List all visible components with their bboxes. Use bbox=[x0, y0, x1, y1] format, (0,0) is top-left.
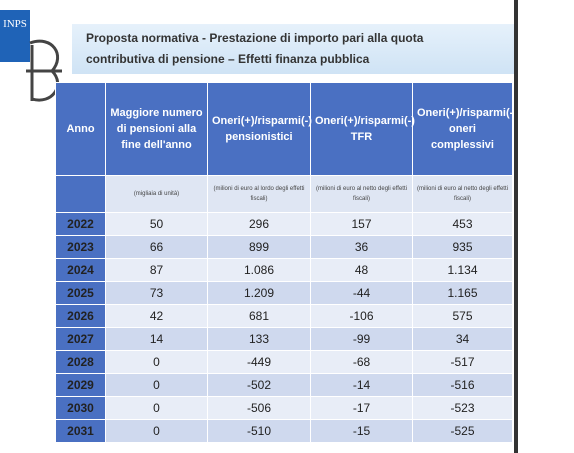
value-cell: -523 bbox=[412, 396, 513, 420]
value-cell: -15 bbox=[310, 419, 413, 443]
year-cell: 2031 bbox=[55, 419, 106, 443]
notes-cell bbox=[55, 175, 106, 213]
column-header: Oneri(+)/risparmi(-) pensionistici bbox=[207, 82, 312, 176]
value-cell: -14 bbox=[310, 373, 413, 397]
title-line: Proposta normativa - Prestazione di impo… bbox=[86, 31, 424, 45]
value-cell: 0 bbox=[105, 419, 208, 443]
data-row: 2022 50 296 157 453 bbox=[55, 212, 513, 236]
value-cell: -106 bbox=[310, 304, 413, 328]
value-cell: 42 bbox=[105, 304, 208, 328]
year-cell: 2029 bbox=[55, 373, 106, 397]
value-cell: 453 bbox=[412, 212, 513, 236]
header-row: Anno Maggiore numero di pensioni alla fin… bbox=[55, 82, 514, 176]
data-row: 2023 66 899 36 935 bbox=[55, 235, 513, 259]
value-cell: 133 bbox=[207, 327, 311, 351]
year-cell: 2025 bbox=[55, 281, 106, 305]
data-row: 2028 0 -449 -68 -517 bbox=[55, 350, 513, 374]
value-cell: -17 bbox=[310, 396, 413, 420]
value-cell: -516 bbox=[412, 373, 513, 397]
value-cell: 935 bbox=[412, 235, 513, 259]
value-cell: 0 bbox=[105, 396, 208, 420]
value-cell: 50 bbox=[105, 212, 208, 236]
value-cell: 0 bbox=[105, 350, 208, 374]
value-cell: 296 bbox=[207, 212, 311, 236]
value-cell: -99 bbox=[310, 327, 413, 351]
unit-note: (milioni di euro al lordo degli effetti … bbox=[207, 175, 311, 213]
value-cell: 14 bbox=[105, 327, 208, 351]
value-cell: 87 bbox=[105, 258, 208, 282]
value-cell: 1.134 bbox=[412, 258, 513, 282]
logo: INPS bbox=[0, 10, 30, 62]
year-cell: 2022 bbox=[55, 212, 106, 236]
value-cell: -502 bbox=[207, 373, 311, 397]
unit-note: (milioni di euro al netto degli effetti … bbox=[310, 175, 413, 213]
column-header: Anno bbox=[55, 82, 106, 176]
data-row: 2025 73 1.209 -44 1.165 bbox=[55, 281, 513, 305]
unit-note: (migliaia di unità) bbox=[105, 175, 208, 213]
value-cell: -449 bbox=[207, 350, 311, 374]
data-row: 2031 0 -510 -15 -525 bbox=[55, 419, 513, 443]
data-table: Anno Maggiore numero di pensioni alla fin… bbox=[55, 82, 514, 443]
value-cell: 1.209 bbox=[207, 281, 311, 305]
notes-row: (migliaia di unità) (milioni di euro al l… bbox=[55, 175, 513, 213]
column-header: Oneri(+)/risparmi(-) TFR bbox=[310, 82, 415, 176]
title-bar: Proposta normativa - Prestazione di impo… bbox=[72, 24, 514, 74]
data-row: 2030 0 -506 -17 -523 bbox=[55, 396, 513, 420]
value-cell: 0 bbox=[105, 373, 208, 397]
year-cell: 2028 bbox=[55, 350, 106, 374]
value-cell: 48 bbox=[310, 258, 413, 282]
data-row: 2026 42 681 -106 575 bbox=[55, 304, 513, 328]
value-cell: 1.165 bbox=[412, 281, 513, 305]
value-cell: 681 bbox=[207, 304, 311, 328]
year-cell: 2026 bbox=[55, 304, 106, 328]
year-cell: 2027 bbox=[55, 327, 106, 351]
emblem bbox=[26, 39, 62, 102]
value-cell: -68 bbox=[310, 350, 413, 374]
column-header: Oneri(+)/risparmi(-) oneri complessivi bbox=[412, 82, 514, 176]
value-cell: 66 bbox=[105, 235, 208, 259]
unit-note: (milioni di euro al netto degli effetti … bbox=[412, 175, 513, 213]
data-row: 2024 87 1.086 48 1.134 bbox=[55, 258, 513, 282]
value-cell: 899 bbox=[207, 235, 311, 259]
column-header: Maggiore numero di pensioni alla fine de… bbox=[105, 82, 208, 176]
value-cell: 157 bbox=[310, 212, 413, 236]
value-cell: 1.086 bbox=[207, 258, 311, 282]
data-row: 2027 14 133 -99 34 bbox=[55, 327, 513, 351]
value-cell: 34 bbox=[412, 327, 513, 351]
value-cell: 36 bbox=[310, 235, 413, 259]
value-cell: -517 bbox=[412, 350, 513, 374]
year-cell: 2023 bbox=[55, 235, 106, 259]
value-cell: 73 bbox=[105, 281, 208, 305]
year-cell: 2030 bbox=[55, 396, 106, 420]
title-line: contributiva di pensione – Effetti finan… bbox=[86, 52, 370, 66]
value-cell: -44 bbox=[310, 281, 413, 305]
slide: INPS Proposta normativa - Prestazione di… bbox=[0, 0, 518, 453]
value-cell: -525 bbox=[412, 419, 513, 443]
value-cell: 575 bbox=[412, 304, 513, 328]
value-cell: -506 bbox=[207, 396, 311, 420]
value-cell: -510 bbox=[207, 419, 311, 443]
year-cell: 2024 bbox=[55, 258, 106, 282]
data-row: 2029 0 -502 -14 -516 bbox=[55, 373, 513, 397]
